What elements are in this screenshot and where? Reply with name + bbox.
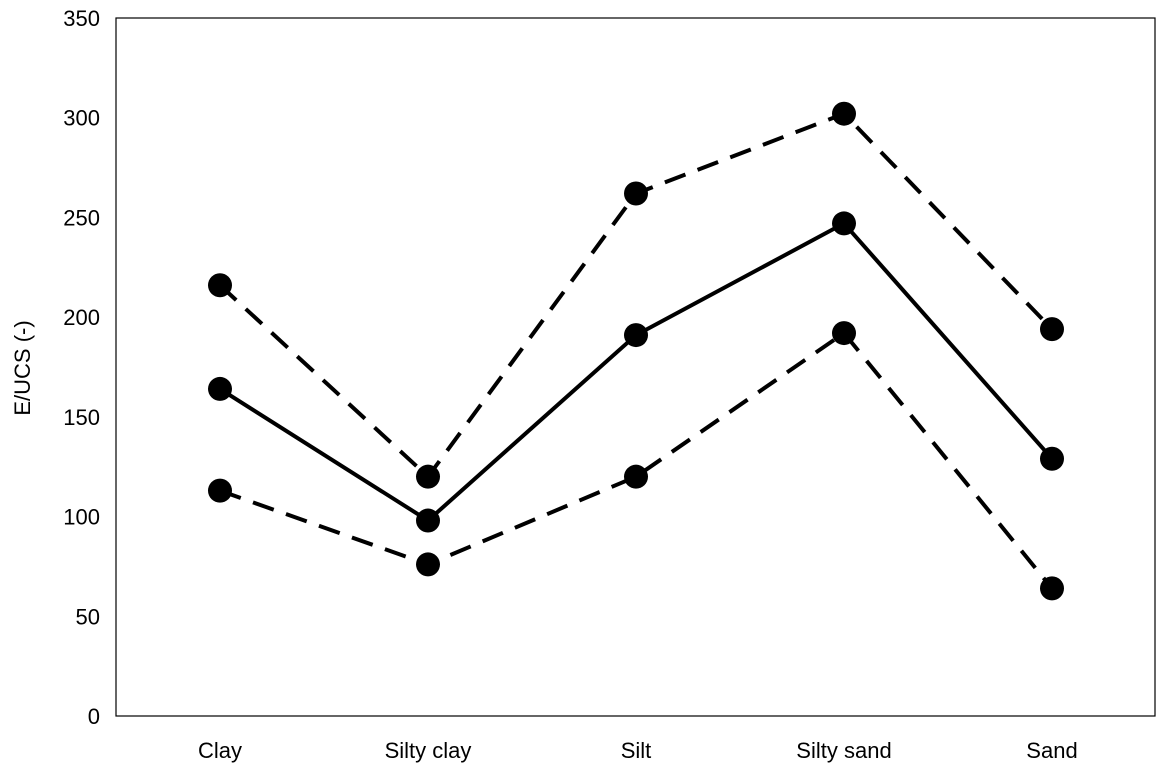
data-point (1040, 576, 1064, 601)
data-point (1040, 446, 1064, 471)
series-line-3 (219, 331, 1054, 590)
data-point (416, 552, 440, 577)
x-tick-label: Sand (1026, 738, 1077, 763)
y-axis-title: E/UCS (-) (10, 320, 35, 415)
data-point (832, 101, 856, 126)
data-point (208, 376, 232, 401)
data-point (208, 273, 232, 298)
plot-area-border (115, 17, 1156, 717)
data-point (832, 321, 856, 346)
x-tick-label: Silt (621, 738, 652, 763)
data-point (416, 464, 440, 489)
data-point (624, 323, 648, 348)
y-tick-label: 200 (63, 305, 100, 330)
series-line-1 (218, 111, 1054, 479)
y-tick-label: 300 (63, 106, 100, 131)
data-point (1040, 317, 1064, 342)
y-tick-label: 100 (63, 505, 100, 530)
y-tick-label: 150 (63, 405, 100, 430)
x-tick-label: Silty clay (385, 738, 472, 763)
data-point (208, 478, 232, 503)
y-tick-label: 50 (76, 604, 100, 629)
data-point (624, 464, 648, 489)
data-point (416, 508, 440, 533)
x-tick-label: Clay (198, 738, 242, 763)
y-tick-label: 350 (63, 6, 100, 31)
data-point (832, 211, 856, 236)
y-tick-label: 250 (63, 205, 100, 230)
y-tick-label: 0 (88, 704, 100, 729)
data-point (624, 181, 648, 206)
x-tick-label: Silty sand (796, 738, 891, 763)
